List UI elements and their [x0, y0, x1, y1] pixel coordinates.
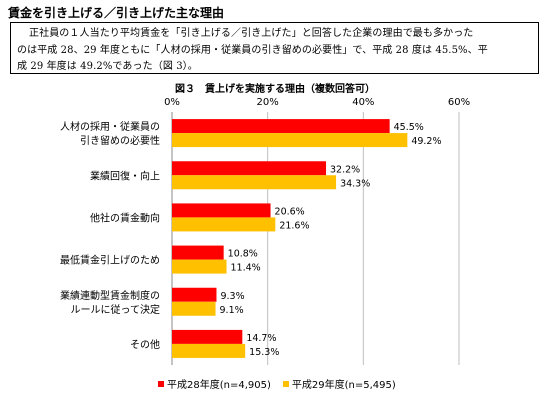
x-tick-label: 40%: [352, 97, 374, 108]
category-label: 業績回復・向上: [90, 169, 160, 182]
chart-title: 図３ 賃上げを実施する理由（複数回答可）: [175, 84, 375, 95]
data-label: 21.6%: [279, 220, 309, 231]
category-label: 人材の採用・従業員の: [60, 120, 160, 133]
category-label: 他社の賃金動向: [90, 211, 160, 224]
category-label: 業績連動型賃金制度の: [60, 289, 160, 302]
chart-legend: 平成28年度(n=4,905) 平成29年度(n=5,495): [158, 376, 396, 391]
data-label: 34.3%: [340, 178, 370, 189]
bar-2016: [172, 287, 217, 302]
bar-2017: [172, 217, 276, 232]
x-tick-label: 0%: [164, 97, 180, 108]
summary-line-1: 正社員の１人当たり平均賃金を「引き上げる／引き上げた」と回答した企業の理由で最も…: [29, 28, 474, 39]
legend-label-2016: 平成28年度(n=4,905): [167, 380, 271, 391]
category-label: その他: [130, 338, 160, 351]
bar-2016: [172, 203, 271, 218]
category-label: ルールに従って決定: [71, 303, 161, 316]
summary-line-3: 成 29 年度は 49.2%であった（図 3）。: [17, 61, 198, 72]
bar-2016: [172, 161, 327, 176]
category-label: 最低賃金引上げのため: [60, 254, 160, 267]
bar-2017: [172, 175, 337, 190]
x-tick-label: 60%: [448, 97, 470, 108]
bar-2017: [172, 133, 408, 148]
data-label: 14.7%: [246, 333, 276, 344]
bar-2016: [172, 119, 390, 134]
data-label: 49.2%: [411, 136, 441, 147]
data-label: 9.1%: [220, 305, 244, 316]
legend-label-2017: 平成29年度(n=5,495): [291, 380, 396, 391]
data-label: 15.3%: [249, 347, 279, 358]
data-label: 10.8%: [228, 249, 258, 260]
x-tick-label: 20%: [257, 97, 279, 108]
bar-2016: [172, 245, 224, 260]
legend-swatch-2016: [158, 380, 164, 387]
bar-2017: [172, 343, 246, 358]
summary-line-2: のは平成 28、29 年度ともに「人材の採用・従業員の引き留めの必要性」で、平成…: [17, 44, 488, 56]
legend-item-2017: 平成29年度(n=5,495): [282, 376, 396, 391]
summary-text-box: 正社員の１人当たり平均賃金を「引き上げる／引き上げた」と回答した企業の理由で最も…: [10, 22, 539, 74]
legend-swatch-2017: [282, 380, 289, 387]
data-label: 11.4%: [231, 263, 261, 274]
data-label: 32.2%: [330, 164, 360, 175]
category-label: 引き留めの必要性: [80, 134, 160, 147]
legend-item-2016: 平成28年度(n=4,905): [158, 376, 271, 391]
data-label: 20.6%: [275, 206, 305, 217]
data-label: 45.5%: [394, 122, 424, 133]
bar-2016: [172, 329, 243, 344]
section-heading: 賃金を引き上げる／引き上げた主な理由: [8, 6, 225, 20]
bar-2017: [172, 259, 227, 274]
bar-2017: [172, 301, 216, 316]
data-label: 9.3%: [220, 291, 244, 302]
